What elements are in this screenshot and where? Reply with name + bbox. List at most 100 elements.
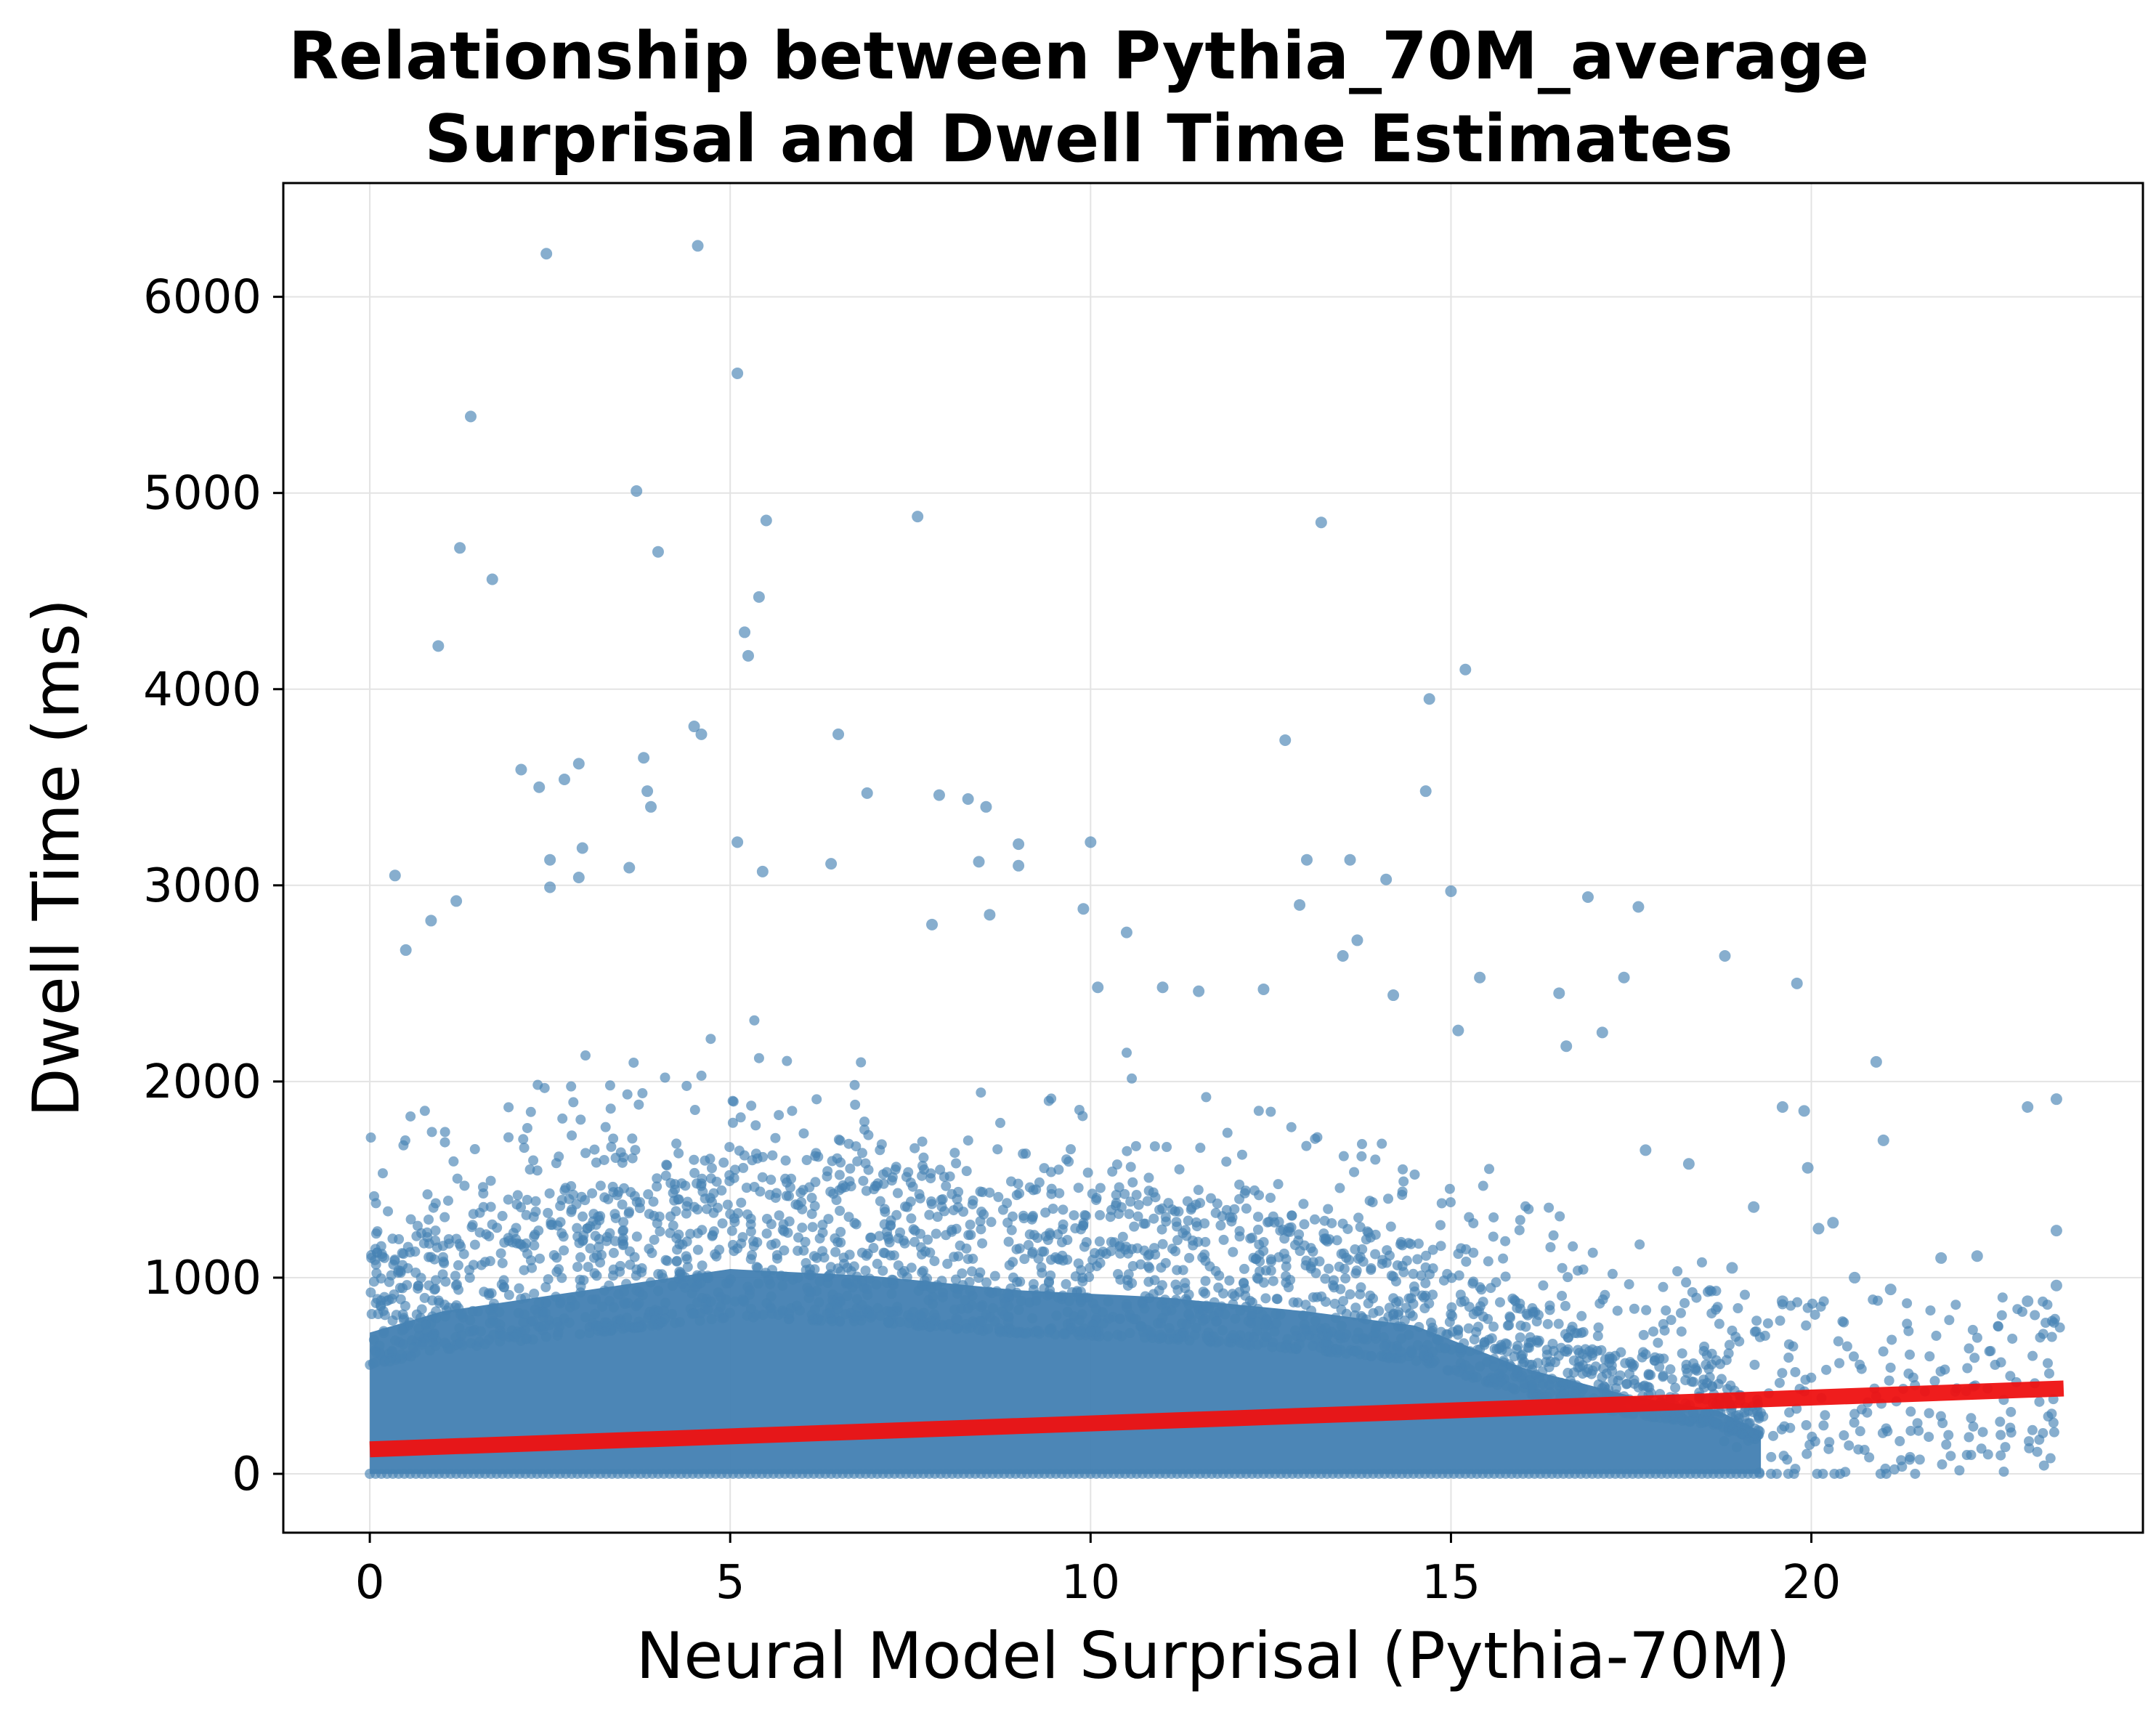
scatter-point: [734, 1146, 745, 1156]
scatter-point: [845, 1163, 856, 1174]
scatter-point: [682, 1262, 693, 1273]
scatter-point: [689, 1154, 700, 1165]
scatter-point: [1809, 1309, 1820, 1320]
scatter-point: [904, 1318, 915, 1329]
scatter-point: [1114, 1313, 1125, 1324]
scatter-point: [589, 1144, 600, 1155]
scatter-point: [1310, 1315, 1321, 1326]
scatter-point: [487, 1310, 498, 1321]
scatter-point: [962, 1303, 973, 1314]
scatter-point: [627, 1153, 638, 1164]
outlier-point: [1827, 1217, 1839, 1229]
scatter-point: [1132, 1211, 1143, 1222]
scatter-point: [1229, 1204, 1240, 1215]
scatter-point: [1119, 1188, 1130, 1199]
scatter-point: [405, 1214, 416, 1225]
scatter-point: [600, 1326, 611, 1337]
scatter-point: [1467, 1278, 1478, 1289]
scatter-point: [1731, 1442, 1742, 1453]
scatter-point: [1234, 1193, 1245, 1204]
outlier-point: [1344, 854, 1356, 866]
scatter-point: [885, 1220, 896, 1230]
scatter-point: [822, 1272, 833, 1283]
outlier-point: [1445, 885, 1457, 897]
scatter-point: [1687, 1286, 1698, 1297]
scatter-point: [644, 1244, 654, 1254]
scatter-point: [863, 1164, 874, 1175]
outlier-point: [2022, 1100, 2034, 1113]
scatter-point: [1626, 1358, 1637, 1369]
outlier-point: [1682, 1158, 1695, 1170]
scatter-point: [859, 1116, 870, 1127]
scatter-point: [1127, 1073, 1138, 1084]
scatter-point: [372, 1294, 383, 1305]
scatter-point: [1018, 1210, 1029, 1221]
scatter-point: [1732, 1303, 1743, 1314]
scatter-point: [965, 1229, 976, 1240]
scatter-point: [1154, 1285, 1164, 1296]
outlier-point: [753, 591, 765, 603]
scatter-point: [681, 1236, 692, 1247]
scatter-point: [467, 1305, 478, 1316]
scatter-point: [893, 1260, 904, 1271]
scatter-point: [1790, 1366, 1801, 1377]
scatter-point: [895, 1317, 906, 1328]
scatter-point: [692, 1272, 702, 1283]
scatter-point: [1090, 1194, 1101, 1205]
scatter-point: [1545, 1242, 1556, 1253]
outlier-point: [515, 763, 527, 776]
scatter-point: [522, 1122, 532, 1133]
scatter-point: [1488, 1321, 1499, 1332]
outlier-point: [692, 240, 704, 252]
scatter-point: [604, 1280, 615, 1291]
scatter-point: [1124, 1328, 1135, 1339]
scatter-point: [578, 1211, 588, 1222]
y-tick-label: 1000: [143, 1252, 262, 1305]
scatter-point: [766, 1175, 777, 1185]
scatter-point: [1195, 1198, 1206, 1209]
scatter-point: [1205, 1193, 1216, 1204]
scatter-point: [1396, 1333, 1407, 1344]
scatter-point: [1252, 1212, 1263, 1223]
scatter-point: [801, 1257, 811, 1268]
scatter-point: [422, 1189, 433, 1200]
scatter-point: [1384, 1302, 1395, 1313]
scatter-point: [1698, 1374, 1709, 1385]
scatter-point: [1397, 1240, 1408, 1251]
scatter-point: [477, 1182, 488, 1193]
scatter-point: [503, 1102, 514, 1113]
scatter-point: [957, 1268, 968, 1279]
scatter-point: [757, 1172, 768, 1183]
scatter-point: [1294, 1339, 1305, 1350]
scatter-point: [1716, 1374, 1727, 1384]
scatter-point: [737, 1232, 748, 1243]
scatter-point: [1300, 1260, 1311, 1270]
scatter-point: [1445, 1197, 1456, 1208]
scatter-point: [636, 1321, 647, 1332]
scatter-point: [384, 1356, 395, 1367]
scatter-point: [772, 1253, 783, 1264]
scatter-point: [1658, 1318, 1669, 1329]
outlier-point: [1387, 989, 1400, 1002]
scatter-point: [1135, 1259, 1146, 1270]
scatter-point: [1783, 1339, 1794, 1350]
scatter-point: [1587, 1247, 1598, 1258]
x-tick-label: 0: [355, 1556, 385, 1610]
scatter-point: [689, 1105, 700, 1116]
scatter-point: [572, 1223, 583, 1233]
scatter-point: [1996, 1310, 2007, 1321]
scatter-point: [1841, 1341, 1852, 1352]
y-axis-ticks: 0 1000 2000 3000 4000 5000 6000: [143, 271, 283, 1501]
scatter-point: [368, 1191, 379, 1201]
scatter-point: [617, 1225, 628, 1236]
outlier-point: [962, 792, 974, 805]
scatter-point: [1868, 1294, 1879, 1305]
scatter-point: [430, 1340, 441, 1351]
scatter-point: [892, 1302, 903, 1313]
scatter-point: [1298, 1310, 1309, 1321]
scatter-point: [1260, 1293, 1271, 1304]
scatter-point: [1707, 1381, 1718, 1392]
scatter-point: [1649, 1411, 1660, 1422]
y-tick-label: 5000: [143, 467, 262, 521]
outlier-point: [1257, 983, 1270, 995]
